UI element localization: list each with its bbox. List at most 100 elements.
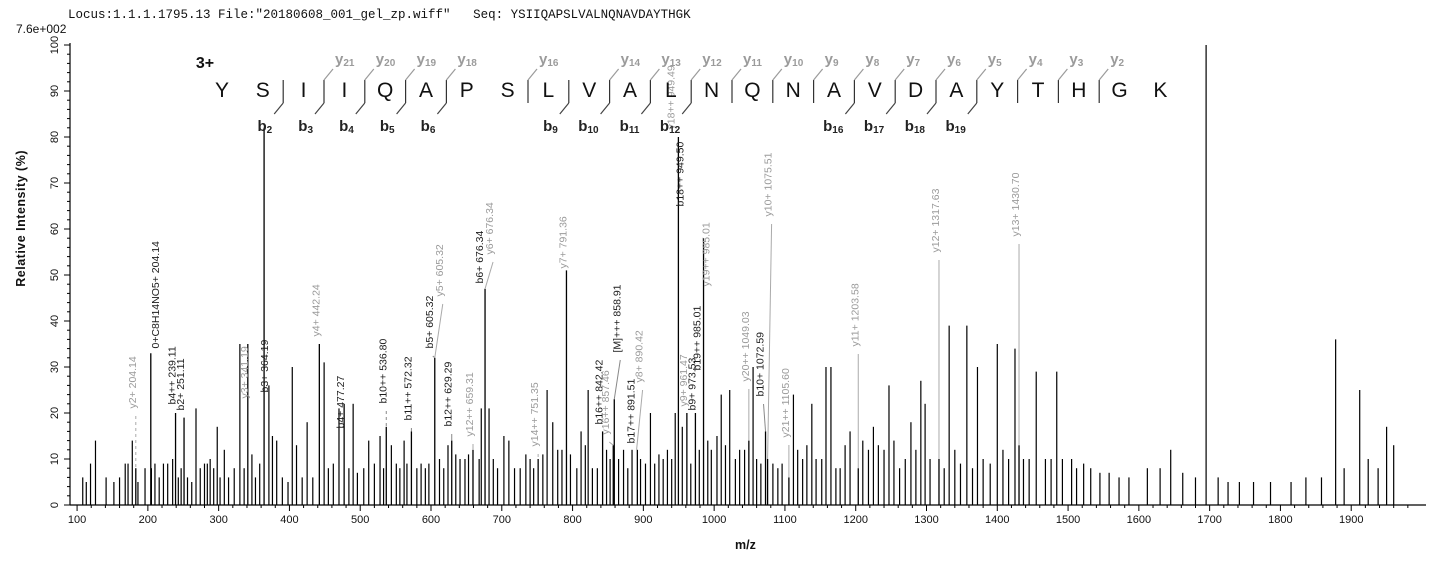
y-ion-label: y2 — [1110, 51, 1124, 69]
sequence-residue: Q — [377, 79, 393, 102]
b-ion-slash — [926, 102, 937, 115]
y-tick-label: 60 — [49, 223, 61, 235]
b-ion-slash — [600, 102, 611, 115]
peak-annotation: 0+C8H14NO5+ 204.14 — [150, 241, 162, 349]
x-tick-label: 1000 — [702, 514, 726, 526]
sequence-residue: A — [949, 79, 963, 102]
sequence-residue: A — [623, 79, 637, 102]
b-ion-label: b17 — [864, 118, 885, 136]
sequence-residue: T — [1032, 79, 1045, 102]
y-tick-label: 90 — [49, 85, 61, 97]
sequence-residue: N — [704, 79, 719, 102]
annotation-connector — [434, 303, 444, 358]
peak-annotation: b12++ 629.29 — [443, 362, 455, 427]
peak-annotation: b17++ 891.51 — [625, 379, 637, 444]
peak-annotation: y18++ 949.49 — [665, 65, 677, 129]
b-ion-label: b9 — [543, 118, 558, 136]
y-ion-label: y12 — [702, 51, 722, 69]
y-ion-label: y18 — [457, 51, 477, 69]
spectrum-header: Locus:1.1.1.1795.13 File:"20180608_001_g… — [68, 8, 691, 22]
b-ion-label: b5 — [380, 118, 395, 136]
b-ion-label: b2 — [257, 118, 272, 136]
peak-annotation: y4+ 442.24 — [310, 284, 322, 336]
y-ion-slash — [609, 68, 620, 81]
max-intensity-label: 7.6e+002 — [16, 22, 67, 36]
x-tick-label: 500 — [351, 514, 369, 526]
x-tick-label: 1100 — [773, 514, 797, 526]
y-ion-slash — [323, 68, 334, 81]
y-ion-slash — [649, 68, 660, 81]
annotation-connector — [484, 261, 494, 289]
sequence-residue: K — [1153, 79, 1167, 102]
y-tick-label: 30 — [49, 361, 61, 373]
locus-file-label: Locus:1.1.1.1795.13 File:"20180608_001_g… — [68, 8, 451, 22]
y-ion-slash — [935, 68, 946, 81]
x-tick-label: 100 — [68, 514, 86, 526]
y-ion-label: y6 — [947, 51, 961, 69]
x-tick-label: 200 — [139, 514, 157, 526]
x-tick-label: 800 — [563, 514, 581, 526]
peak-annotation: y12+ 1317.63 — [930, 188, 942, 252]
y-tick-label: 40 — [49, 315, 61, 327]
peak-annotation: y16++ 857.46 — [600, 370, 612, 434]
precursor-charge-label: 3+ — [196, 55, 214, 72]
x-tick-label: 1400 — [985, 514, 1009, 526]
b-ion-slash — [681, 102, 692, 115]
y-ion-slash — [364, 68, 375, 81]
sequence-residue: P — [460, 79, 474, 102]
peak-annotation: b10++ 536.80 — [377, 339, 389, 404]
b-ion-label: b12 — [660, 118, 681, 136]
sequence-residue: V — [868, 79, 882, 102]
y-ion-slash — [853, 68, 864, 81]
sequence-residue: N — [786, 79, 801, 102]
x-tick-label: 1700 — [1197, 514, 1221, 526]
peak-annotation: y10+ 1075.51 — [763, 152, 775, 216]
b-ion-slash — [396, 102, 407, 115]
y-ion-slash — [1057, 68, 1068, 81]
x-tick-label: 1200 — [843, 514, 867, 526]
y-ion-label: y19 — [417, 51, 437, 69]
sequence-residue: I — [301, 79, 307, 102]
y-ion-label: y3 — [1069, 51, 1083, 69]
peak-annotation: y12++ 659.31 — [464, 372, 476, 436]
x-tick-label: 900 — [634, 514, 652, 526]
y-ion-label: y7 — [906, 51, 920, 69]
x-tick-label: 1600 — [1127, 514, 1151, 526]
b-ion-label: b6 — [421, 118, 436, 136]
b-ion-slash — [967, 102, 978, 115]
sequence-residue: Y — [215, 79, 229, 102]
y-ion-label: y8 — [865, 51, 879, 69]
sequence-residue: S — [256, 79, 270, 102]
b-ion-label: b10 — [578, 118, 599, 136]
x-tick-label: 1800 — [1268, 514, 1292, 526]
b-ion-label: b16 — [823, 118, 844, 136]
peak-annotation: y20++ 1049.03 — [740, 311, 752, 381]
annotation-connector — [608, 441, 614, 446]
y-ion-label: y16 — [539, 51, 559, 69]
sequence-label: Seq: YSIIQAPSLVALNQNAVDAYTHGK — [473, 8, 691, 22]
b-ion-slash — [844, 102, 855, 115]
x-tick-label: 1900 — [1339, 514, 1363, 526]
b-ion-label: b11 — [620, 118, 640, 136]
y-ion-slash — [405, 68, 416, 81]
sequence-residue: V — [582, 79, 596, 102]
y-ion-slash — [1017, 68, 1028, 81]
peak-annotation: b5+ 605.32 — [424, 295, 436, 348]
y-tick-label: 0 — [49, 502, 61, 508]
y-tick-label: 50 — [49, 269, 61, 281]
peak-annotation: b4++ 239.11 — [167, 346, 179, 404]
peak-annotation: b19++ 985.01 — [692, 306, 704, 371]
x-tick-label: 600 — [422, 514, 440, 526]
peak-annotation: y13+ 1430.70 — [1010, 172, 1022, 236]
y-ion-slash — [731, 68, 742, 81]
peak-annotation: b16++ 842.42 — [594, 360, 606, 425]
annotation-connector — [613, 359, 621, 400]
y-tick-label: 100 — [49, 36, 61, 54]
peak-annotation: b6+ 676.34 — [474, 230, 486, 283]
peak-annotation: b9+ 973.53 — [686, 357, 698, 410]
peak-annotation: y3+ 341.19 — [239, 346, 251, 398]
peak-annotation: b2+ 251.11 — [175, 358, 187, 410]
peak-annotation: y21++ 1105.60 — [780, 368, 792, 437]
y-ion-label: y9 — [825, 51, 839, 69]
